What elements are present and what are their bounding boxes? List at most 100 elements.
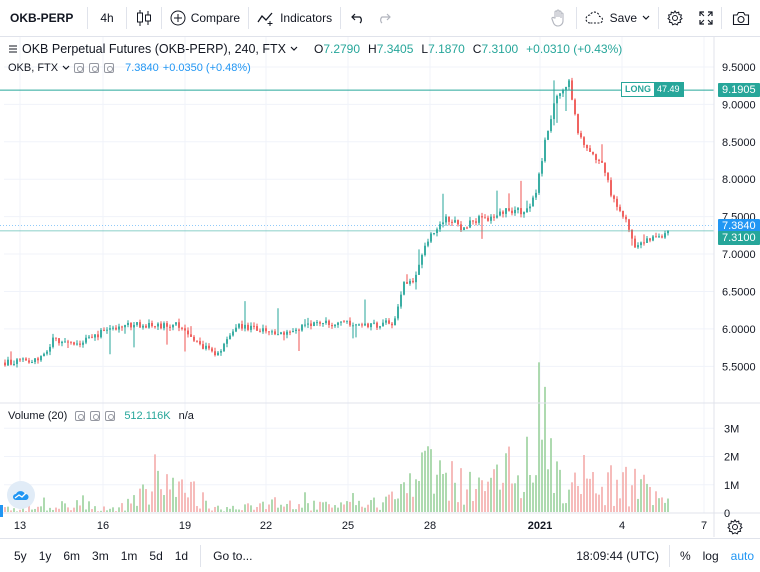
candle-body: [184, 328, 186, 331]
volume-bar: [307, 503, 309, 512]
volume-bar: [436, 474, 438, 512]
pane-handle-icon[interactable]: [0, 505, 6, 517]
candle-body: [508, 208, 510, 211]
chevron-down-icon[interactable]: [62, 65, 70, 71]
range-button-5y[interactable]: 5y: [14, 548, 27, 563]
settings-icon[interactable]: [89, 63, 100, 73]
volume-bar: [469, 471, 471, 512]
volume-bar: [103, 506, 105, 512]
clock[interactable]: 18:09:44 (UTC): [576, 548, 659, 563]
candle-body: [664, 233, 666, 238]
candle-body: [262, 328, 264, 332]
candle-body: [322, 323, 324, 325]
more-icon[interactable]: [104, 63, 115, 73]
auto-toggle[interactable]: auto: [730, 548, 754, 563]
candle-body: [244, 324, 246, 329]
indicators-button[interactable]: Indicators: [249, 0, 340, 37]
more-icon[interactable]: [105, 411, 116, 421]
series-title[interactable]: OKB Perpetual Futures (OKB-PERP), 240, F…: [22, 42, 286, 56]
grid-lines: [4, 37, 714, 514]
candle-body: [64, 341, 66, 343]
volume-bar: [346, 501, 348, 512]
candle-body: [43, 353, 45, 357]
candle-body: [472, 220, 474, 222]
volume-bar: [235, 509, 237, 512]
price-candles: [4, 77, 669, 368]
gear-icon[interactable]: [727, 519, 743, 535]
range-button-3m[interactable]: 3m: [92, 548, 109, 563]
time-tick-label: 7: [701, 520, 707, 532]
range-button-5d[interactable]: 5d: [149, 548, 163, 563]
volume-bar: [172, 477, 174, 512]
volume-bar: [91, 509, 93, 512]
fullscreen-button[interactable]: [691, 0, 721, 37]
volume-title[interactable]: Volume (20): [8, 410, 68, 422]
volume-bar: [160, 489, 162, 512]
volume-bar: [163, 495, 165, 512]
volume-bar: [550, 438, 552, 512]
collapse-icon[interactable]: [8, 44, 18, 54]
chart-canvas[interactable]: 9.50009.00008.50008.00007.50007.00006.50…: [0, 37, 760, 537]
redo-button[interactable]: [371, 0, 397, 37]
log-toggle[interactable]: log: [702, 548, 719, 563]
price-tick-label: 7.0000: [722, 249, 756, 261]
volume-tick-label: 2M: [724, 452, 739, 464]
settings-button[interactable]: [659, 0, 691, 37]
eye-icon[interactable]: [75, 411, 86, 421]
long-position-tag[interactable]: LONG 47.49: [621, 82, 684, 97]
compare-symbol[interactable]: OKB, FTX: [8, 62, 59, 74]
settings-icon[interactable]: [90, 411, 101, 421]
range-button-1y[interactable]: 1y: [38, 548, 52, 563]
percent-toggle[interactable]: %: [679, 548, 691, 563]
candle-body: [226, 339, 228, 344]
candle-body: [544, 139, 546, 162]
time-tick-label: 4: [619, 520, 625, 532]
compare-button[interactable]: Compare: [162, 0, 248, 37]
top-toolbar: OKB-PERP 4h Compare Indicators: [0, 0, 760, 37]
volume-ma-value: n/a: [178, 410, 194, 422]
toolbar-divider: [340, 7, 342, 29]
snapshot-button[interactable]: [722, 0, 760, 37]
save-button[interactable]: Save: [577, 0, 658, 37]
candle-body: [19, 359, 21, 361]
chart-type-button[interactable]: [127, 0, 161, 37]
volume-bar: [265, 509, 267, 512]
cloud-icon: [585, 11, 603, 24]
candle-body: [130, 322, 132, 328]
candle-body: [361, 324, 363, 326]
chart-area[interactable]: 9.5000 9.0000 8.5000 8.0000 7.5000 7.0000 6.50…: [0, 37, 760, 537]
volume-bar: [376, 507, 378, 512]
goto-button[interactable]: Go to...: [213, 548, 253, 563]
candle-body: [379, 326, 381, 328]
chevron-down-icon[interactable]: [290, 46, 298, 52]
candle-body: [487, 217, 489, 221]
candle-body: [505, 208, 507, 214]
volume-bar: [223, 511, 225, 512]
volume-bar: [331, 507, 333, 512]
candles-icon: [136, 10, 151, 26]
volume-bar: [334, 505, 336, 512]
range-button-1d[interactable]: 1d: [174, 548, 189, 563]
logo-button[interactable]: [7, 481, 35, 509]
symbol-search-button[interactable]: OKB-PERP: [0, 0, 87, 37]
hand-button[interactable]: [540, 0, 576, 37]
candle-body: [109, 328, 111, 330]
eye-icon[interactable]: [74, 63, 85, 73]
range-button-6m[interactable]: 6m: [63, 548, 81, 563]
volume-bar: [499, 489, 501, 512]
candle-body: [394, 318, 396, 326]
volume-bar: [274, 497, 276, 512]
volume-bar: [187, 497, 189, 512]
undo-button[interactable]: [341, 0, 371, 37]
candle-body: [631, 229, 633, 239]
volume-bar: [106, 510, 108, 512]
candle-body: [520, 208, 522, 215]
volume-bar: [34, 508, 36, 512]
volume-bar: [397, 498, 399, 512]
candle-body: [112, 327, 114, 329]
volume-bar: [202, 492, 204, 512]
range-button-1m[interactable]: 1m: [120, 548, 138, 563]
interval-button[interactable]: 4h: [88, 0, 125, 37]
volume-bar: [373, 497, 375, 512]
candle-body: [661, 236, 663, 238]
